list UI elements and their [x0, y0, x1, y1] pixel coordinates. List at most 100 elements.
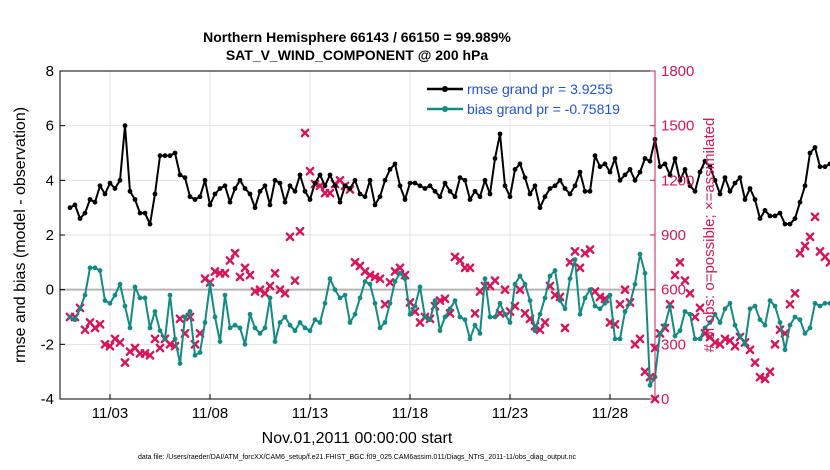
bias-point	[517, 273, 523, 279]
bias-point	[227, 325, 233, 331]
rmse-point	[547, 186, 553, 191]
obs-assimilated-marker	[95, 319, 105, 329]
bias-point	[597, 306, 603, 312]
chart-title: Northern Hemisphere 66143 / 66150 = 99.9…	[203, 29, 511, 45]
rmse-point	[317, 172, 323, 178]
rmse-point	[667, 172, 673, 178]
y2-tick-label: 0	[661, 391, 669, 408]
bias-point	[172, 336, 178, 342]
rmse-point	[722, 175, 728, 181]
obs-assimilated-marker	[455, 256, 465, 265]
bias-point	[462, 317, 468, 323]
rmse-point	[742, 197, 748, 202]
rmse-point	[312, 180, 318, 186]
obs-assimilated-marker	[150, 334, 160, 344]
rmse-point	[382, 177, 388, 183]
bias-point	[817, 303, 823, 309]
rmse-point	[252, 205, 258, 211]
bias-point	[807, 325, 813, 331]
rmse-point	[97, 183, 103, 189]
bias-point	[677, 328, 683, 334]
bias-point	[127, 325, 133, 331]
obs-assimilated-marker	[730, 341, 740, 351]
bias-point	[112, 292, 118, 298]
bias-point	[497, 300, 503, 306]
bias-point	[477, 331, 483, 336]
rmse-point	[657, 164, 663, 170]
rmse-point	[272, 177, 278, 183]
obs-assimilated-marker	[770, 339, 780, 349]
bias-point	[122, 303, 128, 309]
rmse-point	[497, 131, 503, 137]
bias-point	[97, 268, 103, 273]
bias-point	[372, 300, 378, 306]
rmse-point	[262, 183, 268, 189]
rmse-point	[467, 197, 473, 202]
rmse-point	[177, 172, 183, 178]
rmse-point	[577, 169, 583, 175]
rmse-point	[222, 183, 228, 189]
rmse-point	[322, 183, 328, 189]
obs-assimilated-marker	[265, 281, 275, 291]
rmse-point	[492, 156, 498, 161]
obs-assimilated-marker	[695, 303, 705, 313]
obs-assimilated-marker	[440, 294, 450, 304]
rmse-point	[607, 169, 613, 175]
bias-point	[272, 339, 278, 344]
bias-point	[282, 314, 288, 320]
obs-assimilated-marker	[375, 274, 385, 284]
bias-point	[522, 281, 528, 287]
rmse-point	[482, 177, 488, 183]
obs-assimilated-marker	[295, 226, 305, 236]
bias-point	[327, 276, 333, 282]
legend-bias-marker	[442, 106, 448, 112]
x-tick-label: 11/28	[592, 405, 628, 422]
bias-point	[682, 309, 688, 314]
obs-assimilated-marker	[280, 288, 290, 298]
rmse-point	[502, 183, 508, 189]
rmse-point	[637, 169, 643, 175]
y-tick-label: -2	[41, 336, 54, 353]
rmse-point	[392, 161, 398, 167]
obs-assimilated-marker	[785, 299, 795, 309]
bias-point	[402, 276, 408, 282]
rmse-point	[442, 180, 448, 186]
obs-assimilated-marker	[560, 323, 570, 333]
bias-point	[347, 320, 353, 325]
bias-point	[632, 281, 638, 287]
obs-assimilated-marker	[145, 350, 155, 360]
bias-point	[572, 257, 578, 262]
x-tick-label: 11/08	[192, 405, 228, 422]
bias-point	[452, 298, 458, 303]
rmse-point	[247, 191, 253, 197]
bias-point	[247, 311, 253, 317]
rmse-point	[527, 191, 533, 197]
bias-point	[787, 322, 793, 328]
obs-assimilated-marker	[635, 334, 645, 344]
rmse-point	[87, 197, 93, 202]
obs-assimilated-marker	[760, 374, 770, 384]
bias-point	[747, 306, 753, 312]
rmse-point	[827, 161, 830, 167]
obs-assimilated-marker	[80, 325, 90, 335]
bias-point	[507, 320, 513, 325]
bias-point	[407, 311, 413, 317]
rmse-point	[642, 156, 648, 161]
data-file-footer: data file: /Users/raeder/DAI/ATM_forcXX/…	[138, 454, 577, 461]
bias-point	[527, 298, 533, 303]
bias-point	[667, 303, 673, 309]
bias-point	[317, 320, 323, 325]
bias-point	[672, 333, 678, 339]
bias-point	[202, 320, 208, 325]
rmse-point	[387, 167, 393, 172]
rmse-point	[672, 156, 678, 161]
bias-point	[532, 328, 538, 334]
rmse-point	[822, 164, 828, 170]
bias-point	[352, 311, 358, 317]
bias-point	[687, 311, 693, 317]
rmse-point	[142, 210, 148, 216]
x-tick-label: 11/18	[392, 405, 428, 422]
rmse-point	[357, 191, 363, 197]
bias-point	[487, 314, 493, 320]
